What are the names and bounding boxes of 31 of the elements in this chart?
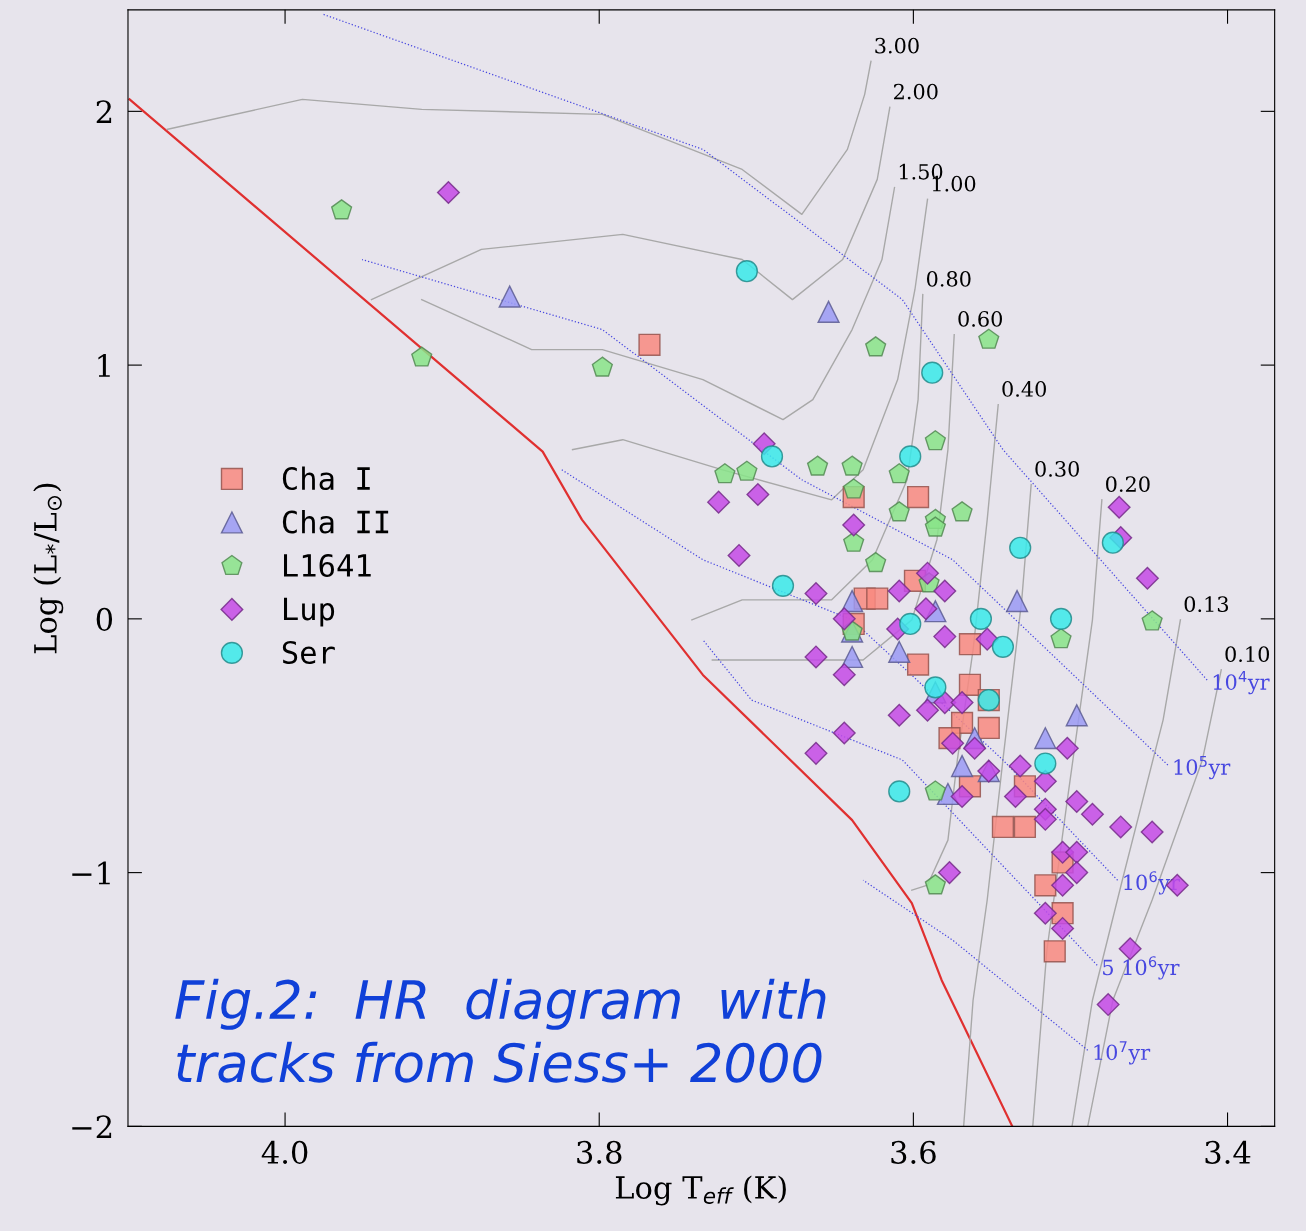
x-tick-label: 3.8: [577, 1140, 622, 1164]
x-axis-title: Log T$_{eff}$ (K): [615, 1175, 786, 1206]
series-label: 10$^{4}$yr: [1213, 671, 1270, 695]
series-label: 3.00: [875, 37, 919, 54]
y-axis-title: Log (L$_{*}$/L$_{⊙}$): [33, 483, 64, 654]
series-label: 0.10: [1225, 646, 1270, 663]
legend-label: Cha I: [282, 466, 370, 491]
series-label: 0.13: [1184, 596, 1229, 613]
y-tick-label: 1: [98, 354, 110, 377]
series-label: 0.80: [926, 270, 971, 287]
y-tick-label: −2: [72, 1115, 112, 1138]
y-tick-label: 2: [96, 100, 112, 123]
series-label: 0.30: [1035, 461, 1079, 477]
y-tick-label: 0: [96, 607, 113, 631]
series-label: 2.00: [894, 83, 938, 100]
x-tick-label: 3.4: [1205, 1140, 1251, 1164]
x-tick-label: 3.6: [891, 1140, 936, 1164]
series-label: 0.40: [1002, 381, 1046, 397]
legend-label: Ser: [282, 640, 335, 665]
legend-label: Lup: [284, 597, 335, 627]
x-tick-label: 4.0: [261, 1140, 308, 1164]
legend-label: Cha II: [282, 509, 389, 534]
series-label: 10$^{6}$yr: [1124, 871, 1181, 895]
series-label: 0.20: [1106, 476, 1150, 492]
series-label: 10$^{7}$yr: [1094, 1041, 1151, 1065]
series-label: 5 10$^{6}$yr: [1103, 956, 1180, 980]
legend-label: L1641: [284, 553, 371, 578]
series-label: 10$^{5}$yr: [1174, 756, 1231, 780]
annotation: Fig.2: HR diagram with tracks from Siess+ 2000: [175, 978, 826, 1083]
y-tick-label: −1: [72, 861, 110, 885]
series-label: 0.60: [958, 311, 1002, 327]
